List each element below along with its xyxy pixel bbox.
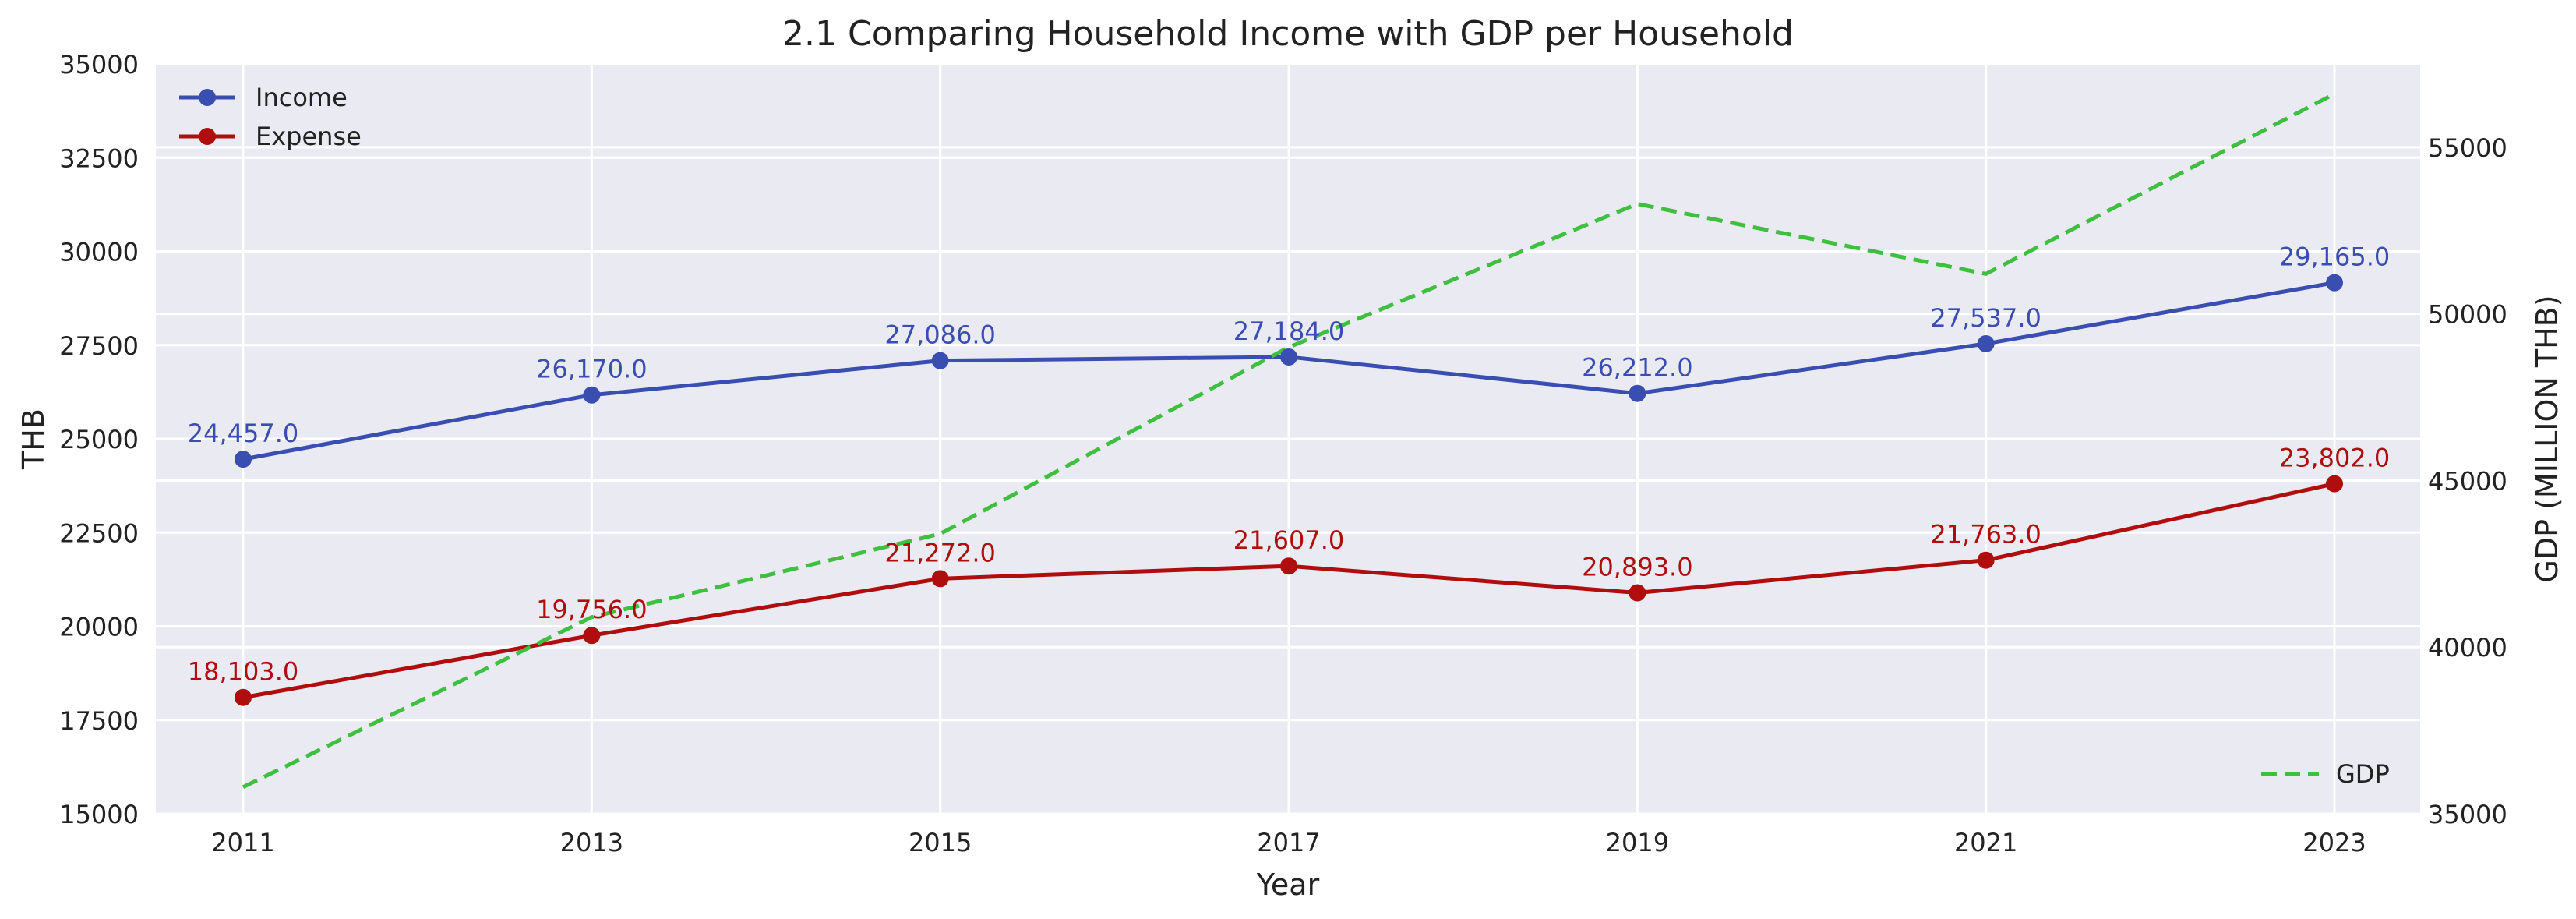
data-point-expense <box>235 688 252 706</box>
legend-left: Income Expense <box>179 83 362 151</box>
data-label-income: 27,184.0 <box>1233 316 1345 346</box>
y-tick-label-left: 17500 <box>59 706 139 736</box>
data-labels: 24,457.0 26,170.0 27,086.0 27,184.0 26,212.0… <box>188 242 2391 687</box>
series-markers <box>235 274 2343 706</box>
legend-label-expense: Expense <box>256 122 362 151</box>
data-point-income <box>1629 384 1646 402</box>
data-label-expense: 19,756.0 <box>536 595 648 624</box>
data-label-expense: 21,763.0 <box>1930 520 2041 550</box>
y-tick-label-left: 35000 <box>59 50 139 80</box>
x-tick-label: 2021 <box>1954 828 2017 857</box>
x-axis-label: Year <box>1256 868 1320 902</box>
y-tick-label-left: 30000 <box>59 238 139 267</box>
y-ticks-left: 15000 17500 20000 22500 25000 27500 30000 32500… <box>59 50 139 829</box>
grid-lines-x <box>242 64 2336 814</box>
data-point-expense <box>931 570 949 588</box>
y-tick-label-left: 15000 <box>59 800 139 829</box>
data-label-income: 26,212.0 <box>1582 353 1693 383</box>
data-point-income <box>583 386 601 404</box>
data-label-income: 24,457.0 <box>188 419 299 448</box>
data-label-expense: 20,893.0 <box>1582 553 1693 582</box>
y-ticks-right: 35000 40000 45000 50000 55000 <box>2428 133 2507 829</box>
data-label-income: 27,086.0 <box>884 320 996 350</box>
y-tick-label-right: 55000 <box>2428 133 2507 163</box>
y-tick-label-right: 50000 <box>2428 300 2507 330</box>
x-tick-label: 2015 <box>909 828 972 857</box>
data-label-income: 27,537.0 <box>1930 303 2041 333</box>
y-tick-label-right: 40000 <box>2428 633 2507 663</box>
x-tick-label: 2023 <box>2303 828 2366 857</box>
series-line-gdp <box>242 92 2336 790</box>
data-point-income <box>235 451 252 468</box>
y-tick-label-left: 27500 <box>59 331 139 361</box>
y-axis-label-right: GDP (MILLION THB) <box>2530 295 2564 582</box>
y-tick-label-right: 35000 <box>2428 800 2507 829</box>
x-tick-label: 2011 <box>211 828 274 857</box>
chart-title: 2.1 Comparing Household Income with GDP … <box>782 14 1794 54</box>
data-label-income: 29,165.0 <box>2279 242 2391 272</box>
legend-marker-expense <box>199 128 216 145</box>
y-tick-label-left: 20000 <box>59 613 139 642</box>
y-tick-label-left: 32500 <box>59 143 139 173</box>
data-point-income <box>1977 334 1995 352</box>
y-axis-label-left: THB <box>16 408 51 470</box>
x-tick-label: 2019 <box>1606 828 1669 857</box>
y-tick-label-left: 25000 <box>59 425 139 454</box>
data-point-expense <box>1280 557 1297 575</box>
data-point-expense <box>1629 584 1646 602</box>
data-point-expense <box>1977 551 1995 569</box>
data-point-income <box>931 352 949 369</box>
data-point-income <box>1280 348 1297 366</box>
data-point-income <box>2326 274 2343 292</box>
data-label-expense: 21,607.0 <box>1233 525 1345 555</box>
x-tick-label: 2017 <box>1257 828 1320 857</box>
data-label-expense: 18,103.0 <box>188 657 299 687</box>
legend-right: GDP <box>2261 759 2390 789</box>
data-label-expense: 23,802.0 <box>2279 444 2391 473</box>
data-label-income: 26,170.0 <box>536 355 648 384</box>
y-tick-label-left: 22500 <box>59 518 139 548</box>
legend-label-gdp: GDP <box>2336 759 2390 789</box>
legend-marker-income <box>199 89 216 106</box>
x-tick-label: 2013 <box>560 828 623 857</box>
data-point-expense <box>2326 475 2343 493</box>
legend-label-income: Income <box>256 83 348 112</box>
x-ticks: 2011 2013 2015 2017 2019 2021 2023 <box>211 828 2366 857</box>
data-label-expense: 21,272.0 <box>884 538 996 567</box>
data-point-expense <box>583 627 601 645</box>
y-tick-label-right: 45000 <box>2428 466 2507 496</box>
